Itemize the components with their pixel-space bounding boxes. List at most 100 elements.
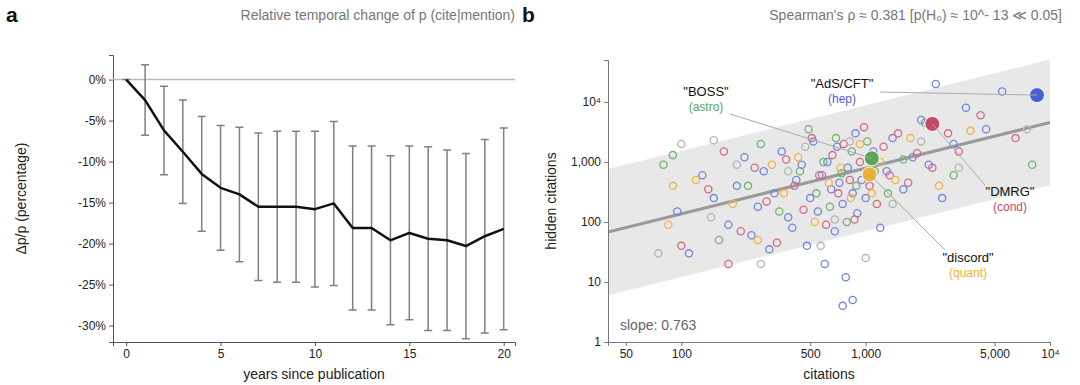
scatter-point: [800, 206, 807, 213]
data-line: [126, 80, 503, 246]
panel-b: b Spearman's ρ ≈ 0.381 [p(H₀) ≈ 10^- 13 ≪…: [522, 3, 1062, 382]
scatter-point: [889, 200, 896, 207]
tick: -25%: [78, 278, 113, 292]
tick-label: 0%: [89, 73, 107, 87]
scatter-point: [741, 154, 748, 161]
x-axis: 501005001,0005,00010⁴: [609, 342, 1060, 361]
fit-label: slope: 0.763: [620, 317, 696, 333]
scatter-point: [789, 224, 796, 231]
confidence-band: [608, 60, 1050, 295]
scatter-point: [1029, 161, 1036, 168]
tick-mark: [604, 162, 608, 163]
scatter-point: [795, 154, 802, 161]
tick: 1,000: [571, 155, 608, 169]
tick-mark: [109, 285, 113, 286]
leader-line: [880, 92, 1037, 95]
scatter-point: [849, 296, 856, 303]
scatter-point: [862, 255, 869, 262]
fit-line: [608, 122, 1050, 232]
annotation-label: "BOSS": [683, 84, 729, 99]
scatter-point: [866, 182, 873, 189]
scatter-point: [831, 228, 838, 235]
scatter-point: [660, 161, 667, 168]
scatter-point: [967, 127, 974, 134]
scatter-point: [835, 190, 842, 197]
scatter-point: [842, 274, 849, 281]
scatter-point: [846, 138, 853, 145]
scatter-point: [950, 172, 957, 179]
tick-label: 1,000: [851, 347, 881, 361]
scatter-point: [913, 150, 920, 157]
annotation-label: "AdS/CFT": [811, 76, 874, 91]
scatter-point: [748, 232, 755, 239]
tick: 50: [620, 342, 634, 361]
scatter-point: [737, 228, 744, 235]
y-axis: 0%-5%-10%-15%-20%-25%-30%: [78, 56, 114, 343]
chart-title: Spearman's ρ ≈ 0.381 [p(H₀) ≈ 10^- 13 ≪ …: [769, 7, 1062, 23]
baseline: [113, 79, 515, 81]
tick-label: 50: [620, 347, 634, 361]
scatter-point: [851, 216, 858, 223]
tick: 5,000: [980, 342, 1010, 361]
scatter-point: [982, 126, 989, 133]
tick-mark: [126, 342, 127, 346]
tick: 15: [403, 342, 417, 361]
scatter-point: [705, 186, 712, 193]
scatter-point: [692, 176, 699, 183]
tick: -30%: [78, 319, 113, 333]
panel-label: b: [522, 3, 535, 26]
scatter-point: [909, 154, 916, 161]
x-axis-title: years since publication: [243, 366, 385, 382]
axis-line: [604, 61, 609, 343]
scatter-point: [814, 208, 821, 215]
tick-label: 15: [403, 347, 417, 361]
scatter-point: [849, 190, 856, 197]
scatter-point: [918, 138, 925, 145]
tick: -20%: [78, 237, 113, 251]
leader-line: [730, 114, 872, 158]
annotation-sublabel: (cond): [993, 200, 1027, 214]
scatter-point: [802, 143, 809, 150]
scatter-point: [831, 216, 838, 223]
tick: 0: [123, 342, 130, 361]
tick-label: -25%: [78, 278, 106, 292]
scatter-point: [817, 242, 824, 249]
scatter-point: [805, 126, 812, 133]
scatter-point: [763, 198, 770, 205]
scatter-point: [811, 218, 818, 225]
tick: 1: [594, 335, 608, 349]
scatter-point: [962, 104, 969, 111]
scatter-point: [754, 236, 761, 243]
tick-mark: [409, 342, 410, 346]
leader-line: [932, 124, 985, 185]
scatter-point: [836, 179, 843, 186]
tick: 10: [309, 342, 323, 361]
x-axis-title: citations: [803, 366, 854, 382]
scatter-point: [1023, 126, 1030, 133]
tick: -5%: [85, 114, 113, 128]
leader-line: [870, 174, 945, 250]
y-axis-title: Δp/p (percentage): [13, 142, 29, 254]
scatter-point: [685, 250, 692, 257]
scatter-point: [751, 164, 758, 171]
scatter-point: [669, 152, 676, 159]
scatter-point: [778, 148, 785, 155]
tick-mark: [995, 342, 996, 346]
tick-label: -10%: [78, 155, 106, 169]
scatter-point: [944, 130, 951, 137]
x-axis: 05101520: [114, 342, 516, 361]
scatter-point: [813, 190, 820, 197]
tick-mark: [1050, 342, 1051, 346]
scatter-point: [935, 182, 942, 189]
scatter-point: [655, 250, 662, 257]
chart-title: Relative temporal change of p (cite|ment…: [241, 7, 515, 23]
scatter-point: [895, 130, 902, 137]
tick-label: 5: [218, 347, 225, 361]
scatter-point: [725, 260, 732, 267]
tick-mark: [504, 342, 505, 346]
scatter-point: [837, 164, 844, 171]
tick-label: 10⁴: [1041, 347, 1060, 361]
scatter-point: [839, 302, 846, 309]
plot-area: [113, 65, 515, 339]
scatter-point: [853, 182, 860, 189]
